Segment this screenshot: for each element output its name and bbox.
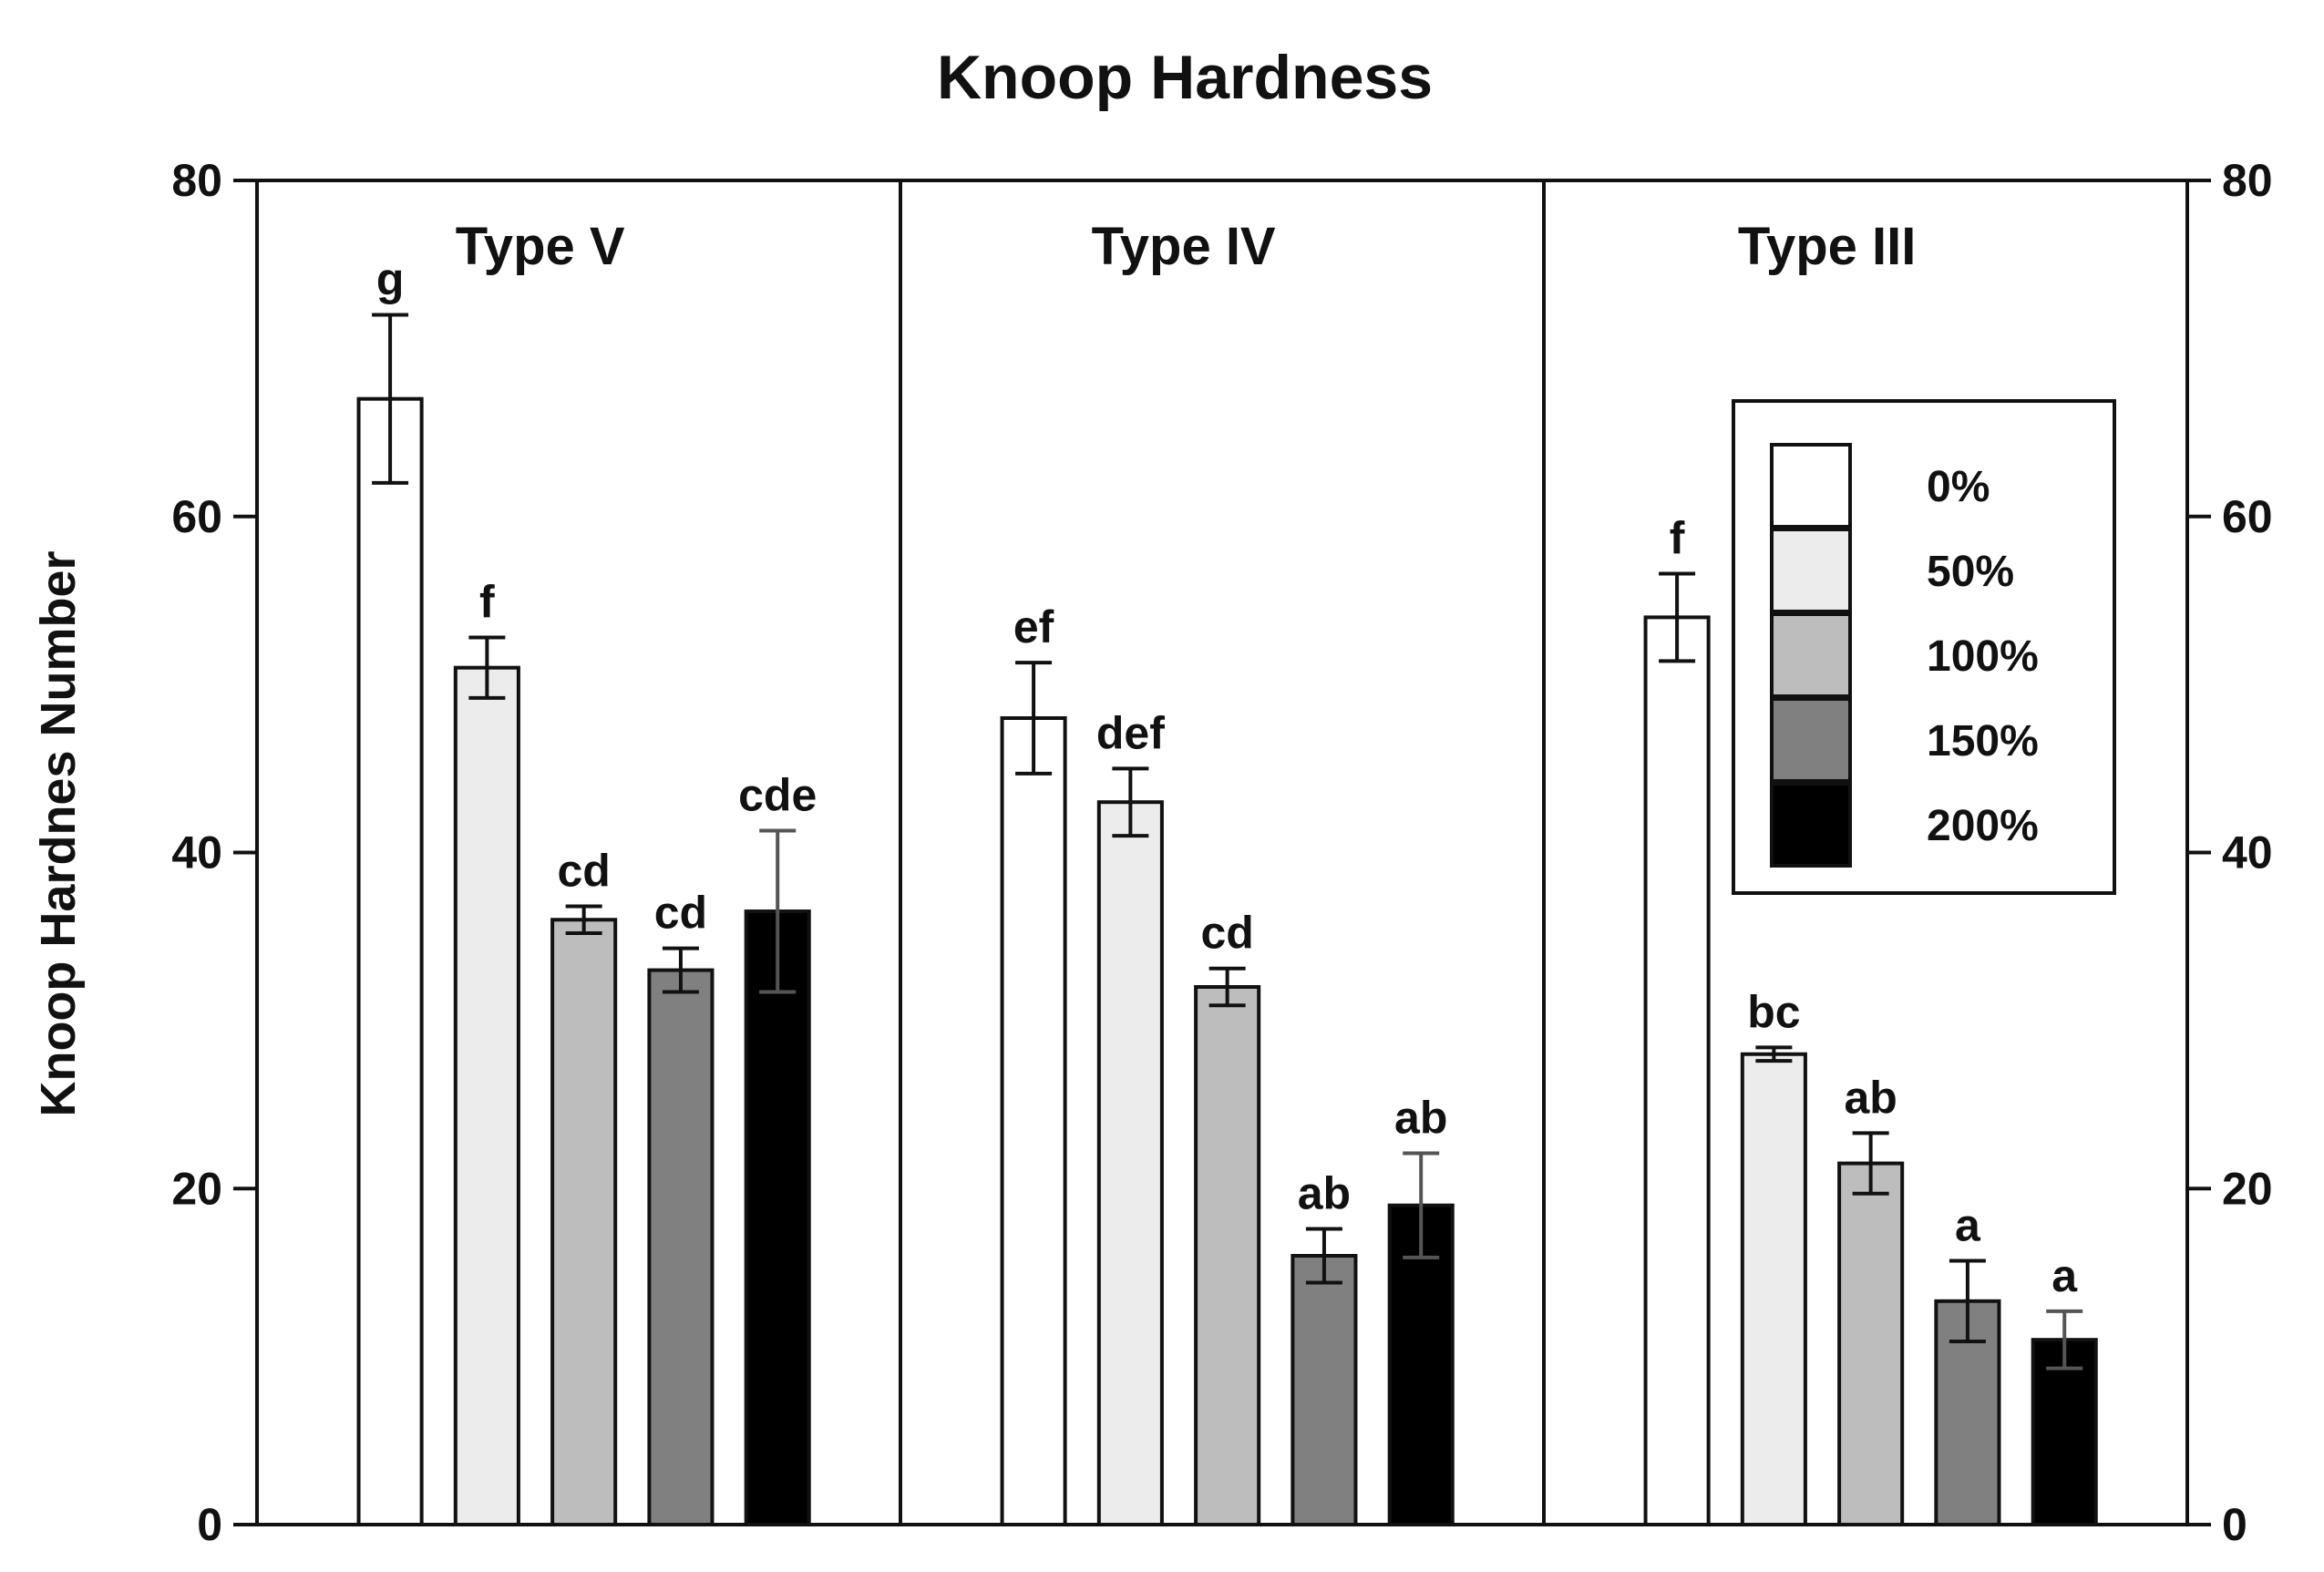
bar <box>1194 985 1261 1526</box>
y-tick-label-left: 80 <box>171 155 222 206</box>
significance-letter: ef <box>1013 601 1054 652</box>
bar <box>2031 1338 2098 1526</box>
y-axis-label: Knoop Hardnes Number <box>31 550 86 1116</box>
y-tick-label-right: 40 <box>2222 827 2273 878</box>
y-tick-label-right: 20 <box>2222 1163 2273 1214</box>
chart-title: Knoop Hardness <box>937 43 1433 112</box>
legend-label: 150% <box>1927 717 2039 765</box>
significance-letter: f <box>479 577 495 628</box>
y-tick-label-right: 60 <box>2222 491 2273 542</box>
significance-letter: def <box>1096 707 1165 758</box>
bar <box>1643 615 1711 1526</box>
panel-label: Type V <box>456 217 625 276</box>
bar <box>647 968 715 1526</box>
y-tick-label-right: 80 <box>2222 155 2273 206</box>
bar <box>453 665 520 1526</box>
significance-letter: ab <box>1394 1093 1447 1144</box>
bar <box>356 396 424 1526</box>
significance-letter: g <box>376 254 405 305</box>
legend-swatch <box>1770 443 1852 529</box>
legend-swatch <box>1770 697 1852 783</box>
legend-swatch <box>1770 782 1852 868</box>
y-tick-label-left: 60 <box>171 491 222 542</box>
significance-letter: ab <box>1298 1168 1351 1219</box>
y-tick-label-left: 40 <box>171 827 222 878</box>
legend-swatch <box>1770 528 1852 613</box>
significance-letter: a <box>1955 1200 1981 1251</box>
significance-letter: bc <box>1747 986 1800 1037</box>
significance-letter: a <box>2051 1250 2078 1301</box>
legend-label: 50% <box>1927 548 2014 596</box>
y-tick-label-left: 20 <box>171 1163 222 1214</box>
significance-letter: ab <box>1844 1072 1897 1123</box>
bar <box>1291 1254 1358 1526</box>
significance-letter: cd <box>654 888 707 939</box>
legend-label: 100% <box>1927 632 2039 681</box>
bar <box>550 918 618 1526</box>
panel-label: Type III <box>1738 217 1917 276</box>
y-tick-label-left: 0 <box>197 1499 222 1550</box>
y-tick-label-right: 0 <box>2222 1499 2247 1550</box>
bar <box>1837 1161 1905 1526</box>
bar <box>1096 800 1164 1526</box>
bar <box>1000 716 1067 1526</box>
bar <box>1740 1052 1807 1526</box>
bar <box>1387 1203 1455 1526</box>
bar <box>744 909 811 1526</box>
legend-swatch <box>1770 612 1852 698</box>
legend-label: 0% <box>1927 463 1990 511</box>
significance-letter: f <box>1670 512 1685 563</box>
legend: 0% 50% 100% 150% 200% <box>1732 399 2116 895</box>
significance-letter: cd <box>557 846 610 897</box>
panel-label: Type IV <box>1092 217 1276 276</box>
significance-letter: cd <box>1200 908 1253 959</box>
legend-label: 200% <box>1927 802 2039 850</box>
significance-letter: cde <box>738 770 817 821</box>
